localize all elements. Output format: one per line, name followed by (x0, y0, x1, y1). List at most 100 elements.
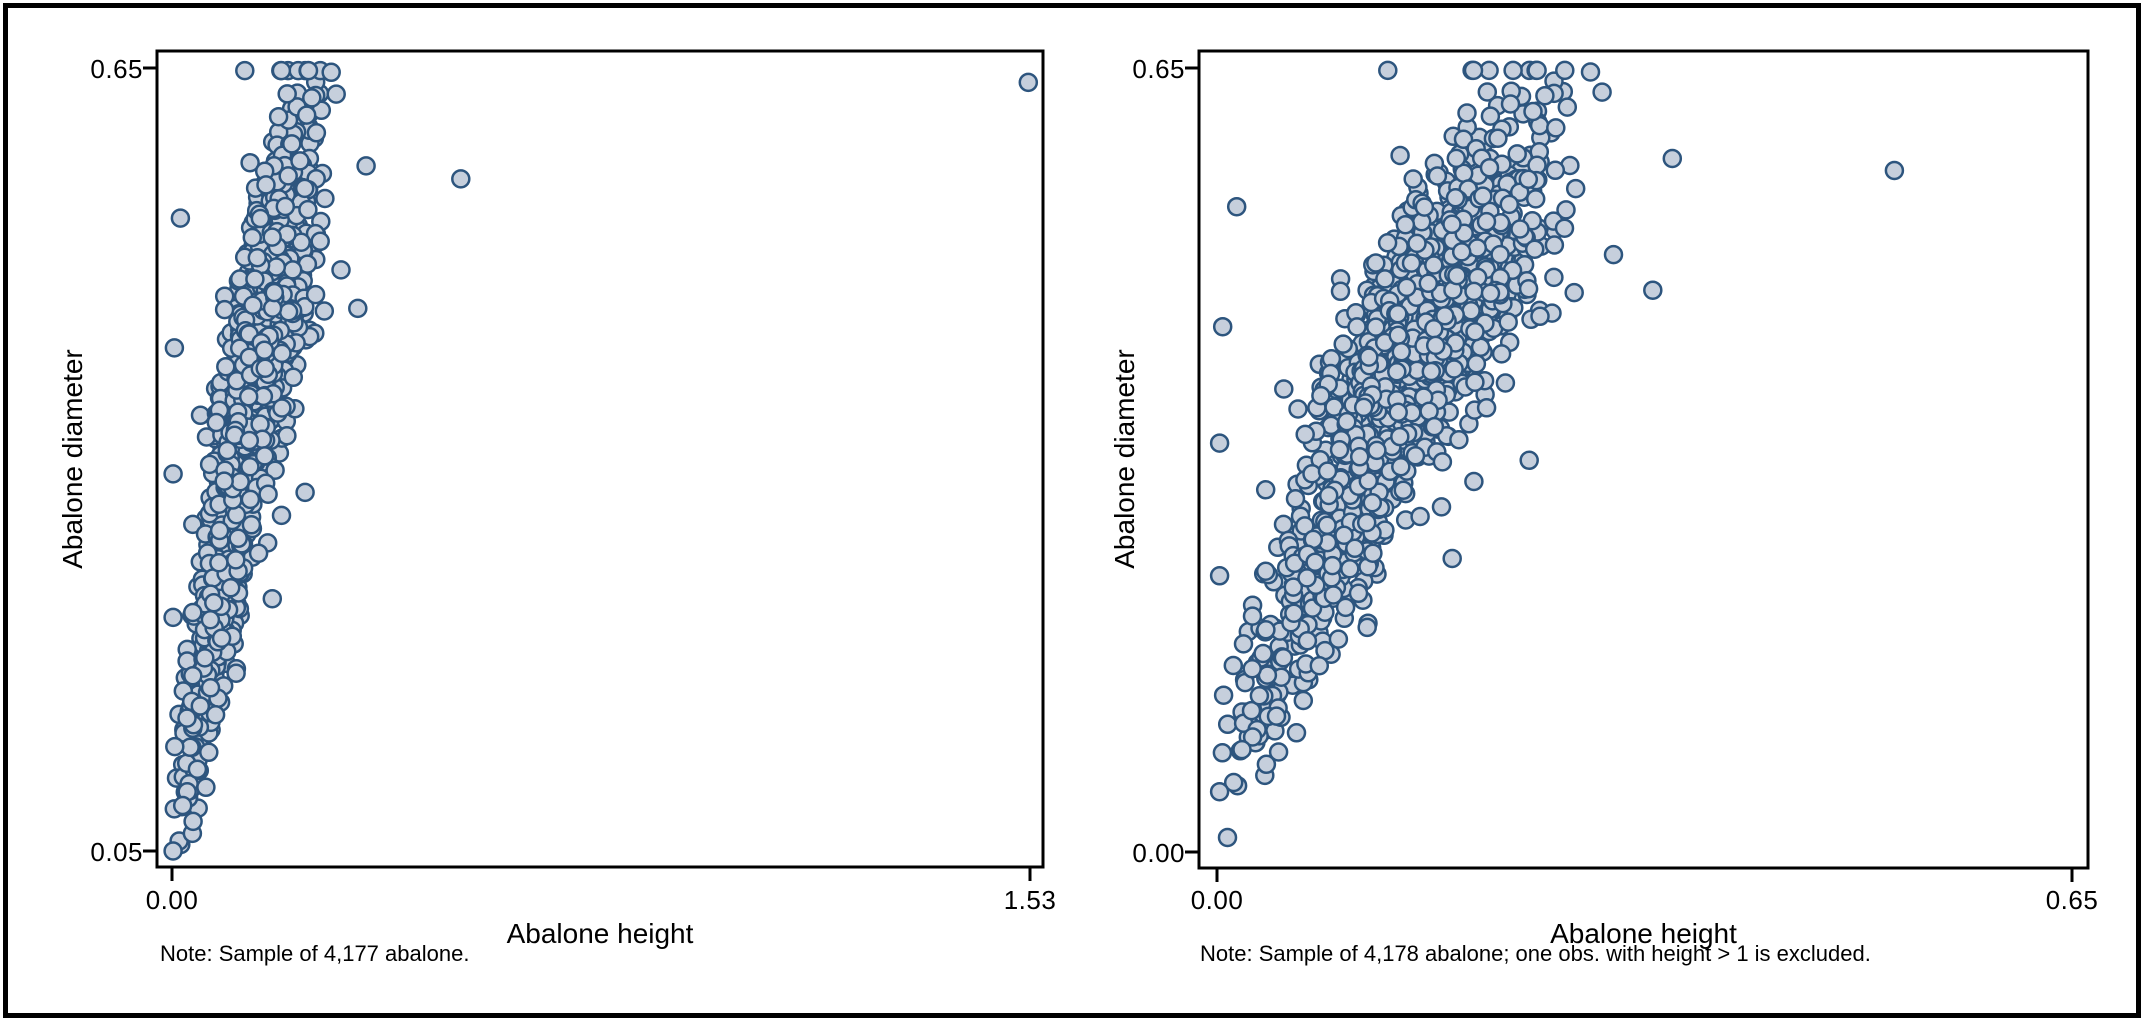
scatter-point (1446, 148, 1467, 169)
scatter-point (183, 602, 203, 623)
scatter-point (1285, 488, 1306, 509)
scatter-point (1476, 398, 1497, 418)
scatter-point (1442, 214, 1462, 235)
scatter-point (1414, 197, 1435, 217)
scatter-point (1255, 480, 1276, 500)
y-axis-title: Abalone diameter (57, 349, 88, 569)
scatter-point (254, 446, 275, 466)
scatter-point (1525, 189, 1546, 209)
scatter-point (190, 696, 211, 716)
scatter-point (1335, 597, 1356, 618)
scatter-point (1345, 538, 1365, 559)
scatter-point (1393, 480, 1414, 500)
scatter-point (1302, 463, 1322, 484)
scatter-point (1318, 485, 1339, 506)
scatter-point (291, 232, 311, 252)
scatter-point (1233, 634, 1254, 654)
y-axis-tick-label-max: 0.65 (90, 54, 143, 84)
scatter-point (1592, 82, 1612, 102)
scatter-point (250, 208, 271, 229)
scatter-point (217, 440, 238, 461)
scatter-point (1241, 700, 1262, 721)
scatter-point (1662, 148, 1683, 169)
scatter-point (310, 231, 330, 252)
scatter-point (1544, 235, 1565, 255)
scatter-point (254, 340, 275, 360)
scatter-point (1410, 506, 1430, 527)
scatter-point (277, 425, 297, 446)
scatter-point (1283, 577, 1304, 597)
scatter-point (1546, 118, 1566, 138)
scatter-point (1232, 739, 1252, 760)
scatter-point (1457, 103, 1477, 123)
scatter-point (190, 405, 211, 426)
scatter-point (1212, 316, 1233, 337)
scatter-point (1337, 411, 1357, 432)
scatter-point (164, 338, 185, 358)
scatter-point (1255, 561, 1276, 581)
scatter-point (1498, 312, 1518, 332)
scatter-point (272, 398, 292, 418)
scatter-point (240, 457, 260, 477)
scatter-point (214, 299, 235, 320)
scatter-point (266, 257, 287, 277)
scatter-point (1256, 620, 1276, 640)
scatter-point (1524, 239, 1545, 259)
scatter-point (211, 628, 232, 648)
scatter-point (1209, 433, 1230, 453)
scatter-point (1405, 445, 1426, 466)
scatter-plot-full-sample (143, 49, 1045, 881)
scatter-point (1603, 244, 1624, 265)
scatter-point (271, 60, 292, 81)
scatter-point (1223, 772, 1244, 793)
scatter-point (1305, 552, 1325, 572)
scatter-point (1488, 128, 1508, 148)
scatter-point (1518, 169, 1539, 190)
scatter-point (1442, 548, 1462, 569)
scatter-point (1328, 629, 1349, 649)
y-axis-tick-label-min: 0.00 (1132, 838, 1185, 868)
plot-area-border (155, 49, 1045, 869)
scatter-point (226, 550, 246, 570)
scatter-point (1447, 265, 1467, 286)
scatter-point (1480, 106, 1501, 126)
scatter-point (1330, 281, 1351, 302)
scatter-point (183, 514, 203, 535)
y-axis-tick-label-max: 0.65 (1132, 54, 1185, 84)
scatter-point (1295, 516, 1315, 536)
scatter-point (1431, 497, 1452, 517)
scatter-point (209, 520, 230, 541)
scatter-point (1435, 306, 1455, 326)
x-axis-title: Abalone height (506, 918, 694, 949)
scatter-point (1479, 157, 1500, 178)
scatter-point (1451, 242, 1472, 262)
scatter-point (1297, 631, 1318, 651)
scatter-point (1349, 447, 1370, 467)
scatter-point (306, 123, 327, 143)
scatter-point (348, 298, 368, 319)
scatter-point (205, 704, 226, 725)
scatter-point (1242, 727, 1263, 747)
scatter-point (1293, 690, 1314, 711)
scatter-point (1309, 655, 1330, 676)
scatter-point (1424, 416, 1445, 437)
scatter-point (240, 152, 260, 173)
scatter-point (1387, 362, 1407, 382)
scatter-point (204, 592, 224, 613)
scatter-point (1366, 253, 1386, 273)
scatter-point (1388, 402, 1408, 423)
scatter-point (1362, 492, 1383, 513)
scatter-point (1466, 353, 1487, 374)
scatter-point (315, 188, 335, 209)
scatter-point (1284, 553, 1305, 574)
scatter-point (1401, 253, 1422, 273)
scatter-point (1358, 471, 1379, 491)
scatter-point (1018, 72, 1039, 93)
scatter-point (216, 356, 236, 377)
scatter-point (1424, 255, 1444, 275)
scatter-point (1288, 399, 1308, 419)
scatter-point (296, 105, 317, 125)
scatter-point (1249, 686, 1270, 706)
scatter-point (1390, 145, 1410, 166)
scatter-point (228, 528, 248, 549)
